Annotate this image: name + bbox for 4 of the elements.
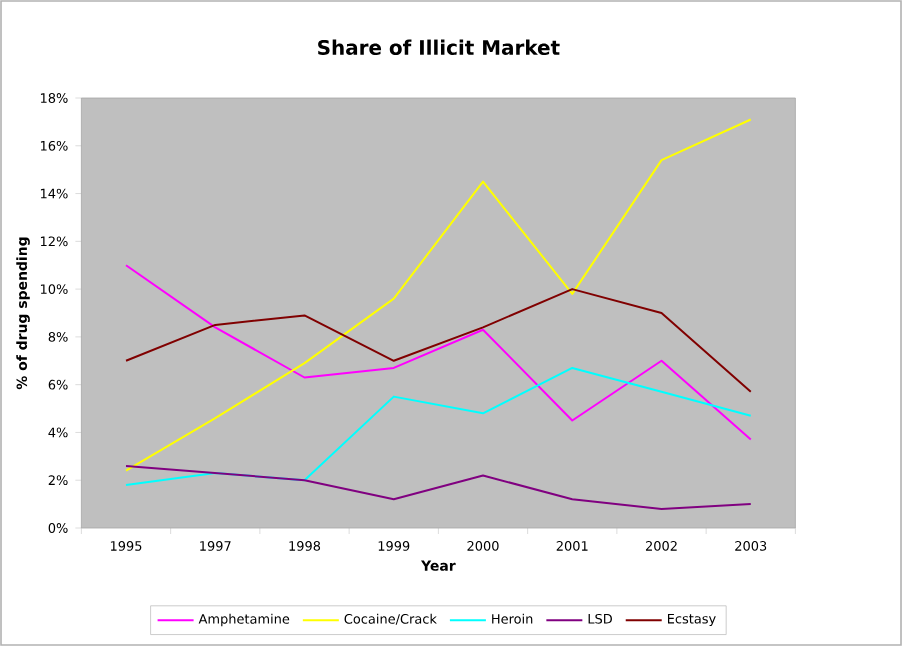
line-series (125, 264, 752, 441)
chart-title: Share of Illicit Market (318, 39, 560, 55)
line-series (125, 118, 752, 472)
line-series (125, 288, 752, 393)
